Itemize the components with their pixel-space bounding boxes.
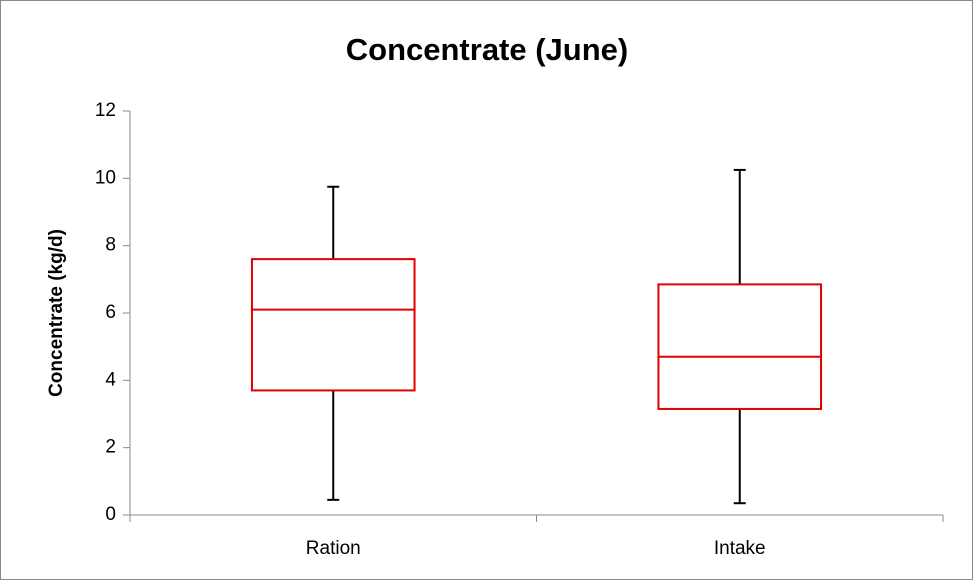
y-tick-label: 6 <box>105 302 116 323</box>
x-tick-label: Ration <box>306 538 361 559</box>
y-axis-label: Concentrate (kg/d) <box>46 229 67 397</box>
y-tick-label: 8 <box>105 235 116 256</box>
y-tick-label: 2 <box>105 437 116 458</box>
x-tick-label: Intake <box>714 538 766 559</box>
y-tick-label: 12 <box>95 100 116 121</box>
y-tick-label: 10 <box>95 167 116 188</box>
box <box>250 258 416 392</box>
y-tick-label: 0 <box>105 504 116 525</box>
chart-title: Concentrate (June) <box>346 32 628 67</box>
box <box>657 283 823 410</box>
y-tick-label: 4 <box>105 369 116 390</box>
